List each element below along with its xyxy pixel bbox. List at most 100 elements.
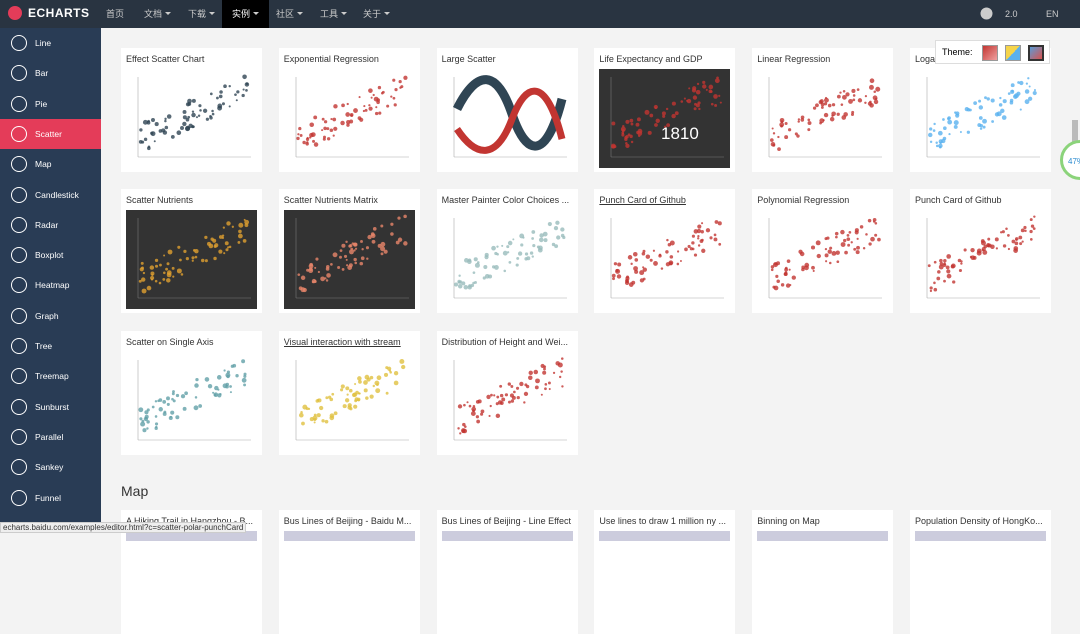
thumb-dot <box>243 374 247 378</box>
sidebar-item[interactable]: Tree <box>0 331 101 361</box>
card-title: Scatter Nutrients Matrix <box>283 195 378 205</box>
sidebar-icon <box>11 247 27 264</box>
example-card[interactable]: Large Scatter <box>436 48 578 172</box>
theme-swatch[interactable] <box>982 45 998 61</box>
thumb-dot <box>331 392 334 396</box>
example-card[interactable]: Effect Scatter Chart <box>121 48 262 172</box>
thumb-dot <box>851 110 855 114</box>
thumb-dot <box>815 103 820 108</box>
nav-item[interactable]: 关于 <box>353 0 400 28</box>
thumb-dot <box>162 278 166 281</box>
nav-item[interactable]: 工具 <box>310 0 357 28</box>
example-card[interactable]: Logarithmic Regression <box>910 48 1051 172</box>
example-card[interactable]: Bus Lines of Beijing - Baidu M... <box>278 510 420 634</box>
thumb-dot <box>551 242 555 247</box>
thumb-dot <box>139 128 143 132</box>
sidebar-item[interactable]: Boxplot <box>0 240 101 270</box>
card-title: Use lines to draw 1 million ny ... <box>599 516 726 526</box>
sidebar-item[interactable]: Parallel <box>0 422 101 452</box>
sidebar-item[interactable]: Pie <box>0 89 101 119</box>
sidebar-item[interactable]: Sankey <box>0 452 101 482</box>
example-card[interactable]: Use lines to draw 1 million ny ... <box>594 510 736 634</box>
thumb-dot <box>480 409 484 414</box>
thumb-dot <box>631 140 634 144</box>
nav-item[interactable]: 实例 <box>222 0 270 28</box>
thumb-dot <box>370 96 373 99</box>
thumb-dot <box>379 246 385 252</box>
thumb-dot <box>305 141 309 144</box>
example-card[interactable]: Polynomial Regression <box>752 189 894 313</box>
thumb-dot <box>693 95 698 100</box>
thumb-dot <box>634 258 639 262</box>
example-card[interactable]: Bus Lines of Beijing - Line Effect <box>436 510 578 634</box>
thumb-dot <box>659 253 662 256</box>
language[interactable]: EN <box>1046 9 1059 19</box>
nav-item[interactable]: 社区 <box>266 0 313 28</box>
thumb-dot <box>162 412 167 416</box>
thumb-dot <box>368 106 373 111</box>
thumb-dot <box>845 92 850 97</box>
thumb-dot <box>212 391 215 394</box>
example-card[interactable]: Life Expectancy and GDP 1810 <box>594 48 736 172</box>
thumb-dot <box>463 258 469 263</box>
thumb-dot <box>555 235 560 240</box>
card-title: Linear Regression <box>757 54 831 64</box>
thumb-dot <box>800 251 805 257</box>
thumb-dot <box>321 117 325 121</box>
example-card[interactable]: Scatter Nutrients <box>121 189 262 313</box>
thumb-dot <box>376 98 380 102</box>
thumb-dot <box>385 104 389 108</box>
thumb-dot <box>617 262 622 267</box>
example-card[interactable]: Population Density of HongKo... <box>910 510 1051 634</box>
sidebar-item[interactable]: Treemap <box>0 361 101 391</box>
thumb-dot <box>538 233 544 238</box>
thumb-dot <box>537 245 543 251</box>
thumb-dot <box>524 252 528 256</box>
thumb-dot <box>163 271 166 275</box>
sidebar-item[interactable]: Line <box>0 28 101 58</box>
example-card[interactable]: Visual interaction with stream <box>278 331 420 455</box>
scrollbar[interactable] <box>1072 120 1078 150</box>
sidebar-item[interactable]: Funnel <box>0 483 101 513</box>
example-card[interactable]: Scatter Nutrients Matrix <box>278 189 420 313</box>
sidebar-item[interactable]: Bar <box>0 58 101 88</box>
example-card[interactable]: Distribution of Height and Wei... <box>436 331 578 455</box>
thumb-dot <box>927 264 931 268</box>
thumb-dot <box>383 372 388 377</box>
nav-item[interactable]: 文档 <box>134 0 181 28</box>
example-card[interactable]: Punch Card of Github <box>594 189 736 313</box>
example-card[interactable]: Punch Card of Github <box>910 189 1051 313</box>
thumb-dot <box>666 262 671 267</box>
thumb-dot <box>232 363 237 368</box>
theme-swatch[interactable] <box>1005 45 1021 61</box>
sidebar-item[interactable]: Heatmap <box>0 270 101 300</box>
sidebar-item[interactable]: Map <box>0 149 101 179</box>
thumb-dot <box>698 107 701 111</box>
logo[interactable]: ECHARTS <box>8 6 90 20</box>
sidebar-item[interactable]: Candlestick <box>0 180 101 210</box>
thumb-dot <box>191 125 195 129</box>
example-card[interactable]: Exponential Regression <box>278 48 420 172</box>
github-icon[interactable] <box>980 7 993 20</box>
thumb-dot <box>185 102 191 107</box>
sidebar-item[interactable]: Radar <box>0 210 101 240</box>
thumb-dot <box>219 90 223 94</box>
thumb-dot <box>309 262 313 267</box>
sidebar-item[interactable]: Scatter <box>0 118 101 149</box>
nav-item[interactable]: 首页 <box>106 9 125 19</box>
thumb-dot <box>560 385 564 388</box>
sidebar-item[interactable]: Sunburst <box>0 392 101 422</box>
example-card[interactable]: Linear Regression <box>752 48 894 172</box>
nav-item[interactable]: 下载 <box>178 0 225 28</box>
thumb-dot <box>946 273 952 279</box>
version[interactable]: 2.0 <box>1005 9 1018 19</box>
theme-swatch[interactable] <box>1028 45 1044 61</box>
thumb-dot <box>819 121 823 125</box>
example-card[interactable]: Scatter on Single Axis <box>121 331 262 455</box>
thumb-dot <box>305 407 309 411</box>
example-card[interactable]: Master Painter Color Choices ... <box>436 189 578 313</box>
example-card[interactable]: Binning on Map <box>752 510 894 634</box>
thumb-dot <box>359 261 363 266</box>
card-title: Effect Scatter Chart <box>126 54 205 64</box>
sidebar-item[interactable]: Graph <box>0 301 101 331</box>
